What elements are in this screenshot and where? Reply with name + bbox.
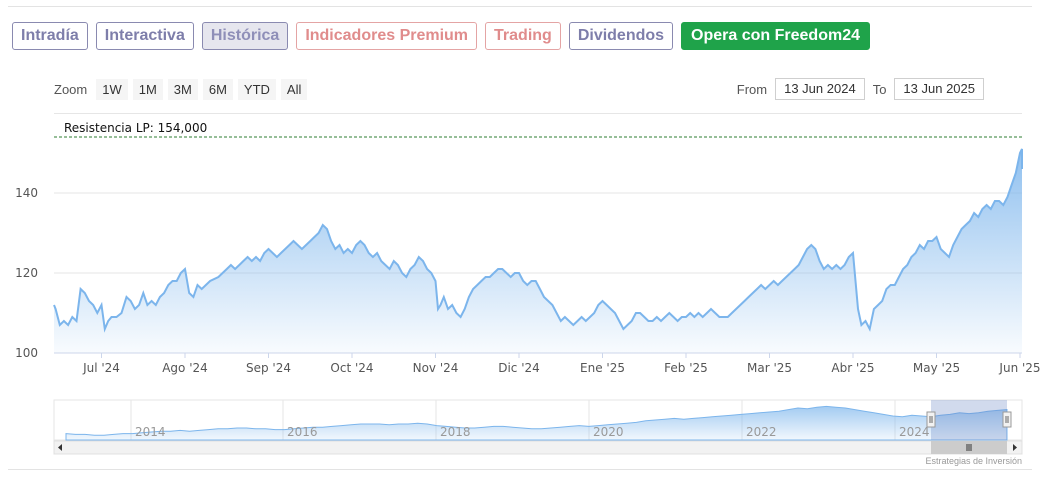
x-tick-label: Abr '25 xyxy=(831,361,874,375)
x-tick-label: Nov '24 xyxy=(413,361,459,375)
zoom-6m-button[interactable]: 6M xyxy=(202,79,233,100)
to-date-input[interactable]: 13 Jun 2025 xyxy=(894,78,984,100)
zoom-1w-button[interactable]: 1W xyxy=(96,79,128,100)
zoom-all-button[interactable]: All xyxy=(280,79,308,100)
tab-trading[interactable]: Trading xyxy=(485,22,561,50)
x-tick-label: Dic '24 xyxy=(498,361,540,375)
zoom-ytd-button[interactable]: YTD xyxy=(237,79,276,100)
opera-freedom24-button[interactable]: Opera con Freedom24 xyxy=(681,22,870,50)
navigator-tick-label: 2014 xyxy=(135,425,166,439)
x-tick-label: Feb '25 xyxy=(664,361,708,375)
x-tick-label: May '25 xyxy=(913,361,960,375)
chart-top-divider xyxy=(54,113,1022,114)
navigator-handle-right[interactable] xyxy=(1002,411,1012,428)
navigator-tick-label: 2018 xyxy=(440,425,471,439)
tab-dividendos[interactable]: Dividendos xyxy=(568,22,674,50)
from-label: From xyxy=(736,81,768,97)
bottom-rule xyxy=(8,469,1032,470)
date-range: From 13 Jun 2024 To 13 Jun 2025 xyxy=(737,78,984,100)
navigator-series xyxy=(65,405,1008,441)
y-tick-label: 140 xyxy=(15,186,38,200)
x-tick-label: Ene '25 xyxy=(580,361,625,375)
price-line xyxy=(53,148,1023,333)
x-tick-label: Jun '25 xyxy=(998,361,1040,375)
resistance-label: Resistencia LP: 154,000 xyxy=(64,121,207,135)
x-tick-label: Jul '24 xyxy=(82,361,120,375)
y-tick-label: 100 xyxy=(15,346,38,360)
x-tick-label: Sep '24 xyxy=(246,361,291,375)
zoom-selector: Zoom 1W 1M 3M 6M YTD All xyxy=(54,79,308,100)
scroll-left-arrow-icon[interactable] xyxy=(58,444,62,451)
tab-intradia[interactable]: Intradía xyxy=(12,22,88,50)
y-tick-label: 120 xyxy=(15,266,38,280)
navigator-selection[interactable] xyxy=(931,400,1007,440)
from-date-input[interactable]: 13 Jun 2024 xyxy=(775,78,865,100)
chart-credits: Estrategias de Inversión xyxy=(925,456,1022,466)
navigator[interactable]: 2014 2016 2018 2020 2022 2024 xyxy=(53,399,1023,441)
scroll-right-arrow-icon[interactable] xyxy=(1013,444,1017,451)
tab-historica[interactable]: Histórica xyxy=(201,22,289,50)
navigator-tick-label: 2024 xyxy=(899,425,930,439)
navigator-tick-label: 2022 xyxy=(746,425,777,439)
tab-interactiva[interactable]: Interactiva xyxy=(95,22,194,50)
zoom-3m-button[interactable]: 3M xyxy=(167,79,198,100)
navigator-handle-left[interactable] xyxy=(926,411,936,428)
tab-indicadores-premium[interactable]: Indicadores Premium xyxy=(296,22,478,50)
x-tick-label: Oct '24 xyxy=(330,361,373,375)
to-label: To xyxy=(872,81,887,97)
tab-bar: Intradía Interactiva Histórica Indicador… xyxy=(12,22,870,50)
price-area xyxy=(54,149,1022,353)
zoom-1m-button[interactable]: 1M xyxy=(132,79,163,100)
x-tick-label: Ago '24 xyxy=(162,361,208,375)
x-tick-label: Mar '25 xyxy=(747,361,792,375)
navigator-tick-label: 2020 xyxy=(593,425,624,439)
zoom-label: Zoom xyxy=(54,82,88,97)
top-rule xyxy=(8,6,1032,7)
navigator-tick-label: 2016 xyxy=(287,425,318,439)
scrollbar[interactable] xyxy=(53,440,1023,455)
